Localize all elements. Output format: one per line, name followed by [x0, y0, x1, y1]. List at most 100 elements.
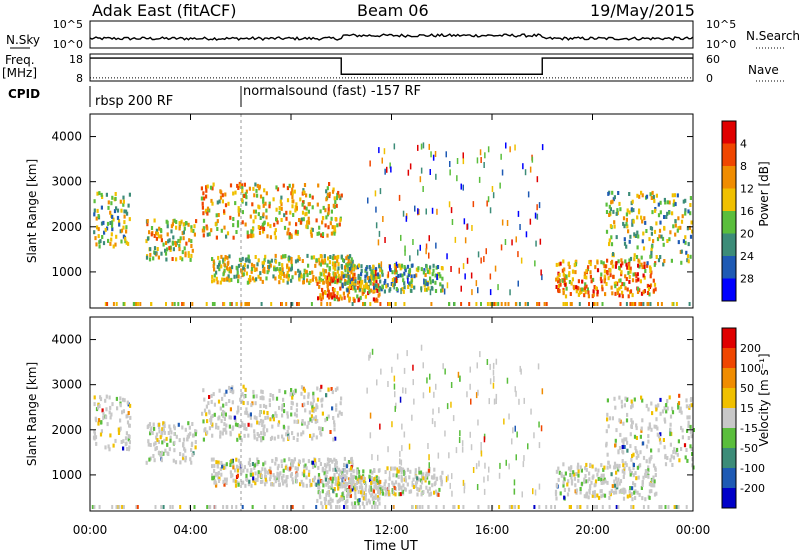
echo-cell	[260, 302, 263, 306]
echo-cell	[676, 452, 679, 457]
echo-cell	[362, 479, 365, 483]
echo-cell	[307, 263, 310, 268]
echo-cell	[434, 151, 437, 157]
echo-cell	[402, 483, 405, 488]
echo-cell	[669, 442, 672, 447]
echo-cell	[245, 427, 248, 431]
echo-cell	[669, 458, 672, 463]
echo-cell	[364, 278, 367, 283]
power-data-layer	[93, 142, 694, 306]
echo-cell	[178, 226, 181, 231]
echo-cell	[321, 468, 324, 473]
echo-cell	[104, 227, 107, 232]
echo-cell	[630, 405, 633, 410]
echo-cell	[674, 450, 677, 455]
echo-cell	[322, 216, 325, 221]
echo-cell	[413, 274, 416, 279]
echo-cell	[378, 489, 381, 496]
echo-cell	[329, 476, 332, 481]
echo-cell	[559, 282, 562, 287]
echo-cell	[311, 270, 314, 275]
echo-cell	[292, 480, 295, 485]
echo-cell	[105, 407, 108, 412]
echo-cell	[161, 430, 164, 435]
echo-cell	[178, 438, 181, 443]
echo-cell	[457, 371, 460, 378]
echo-cell	[324, 501, 327, 506]
echo-cell	[223, 225, 226, 230]
echo-cell	[248, 457, 251, 462]
echo-cell	[114, 196, 117, 201]
echo-cell	[529, 166, 532, 173]
echo-cell	[558, 470, 561, 475]
echo-cell	[281, 413, 284, 418]
echo-cell	[229, 463, 232, 467]
echo-cell	[304, 212, 307, 217]
echo-cell	[471, 225, 473, 231]
echo-cell	[428, 270, 431, 275]
echo-cell	[301, 421, 304, 426]
echo-cell	[623, 437, 626, 442]
echo-cell	[309, 433, 312, 438]
echo-cell	[93, 429, 96, 434]
echo-cell	[360, 483, 363, 488]
echo-cell	[414, 205, 416, 212]
echo-cell	[312, 477, 316, 482]
echo-cell	[225, 423, 228, 428]
echo-cell	[308, 193, 312, 198]
echo-cell	[555, 482, 558, 487]
echo-cell	[268, 477, 272, 482]
echo-cell	[513, 488, 516, 495]
echo-cell	[436, 273, 438, 280]
echo-cell	[596, 302, 599, 306]
echo-cell	[266, 411, 269, 415]
echo-cell	[202, 218, 206, 223]
echo-cell	[236, 223, 240, 228]
echo-cell	[150, 232, 153, 237]
echo-cell	[280, 202, 283, 207]
echo-cell	[639, 434, 642, 439]
echo-cell	[240, 463, 243, 468]
echo-cell	[274, 253, 277, 258]
echo-cell	[514, 505, 517, 509]
echo-cell	[341, 473, 345, 478]
echo-cell	[369, 266, 372, 271]
echo-cell	[322, 272, 326, 277]
echo-cell	[608, 238, 611, 243]
echo-cell	[647, 439, 650, 444]
echo-cell	[359, 284, 362, 289]
echo-cell	[303, 473, 306, 478]
echo-cell	[653, 229, 657, 234]
echo-cell	[395, 261, 398, 268]
echo-cell	[300, 385, 304, 390]
echo-cell	[646, 283, 649, 288]
echo-cell	[470, 398, 472, 405]
echo-cell	[488, 398, 490, 405]
echo-cell	[550, 505, 553, 509]
echo-cell	[333, 487, 336, 491]
echo-cell	[228, 415, 231, 420]
echo-cell	[646, 263, 649, 268]
echo-cell	[329, 255, 332, 259]
echo-cell	[341, 497, 344, 502]
echo-cell	[564, 302, 567, 306]
echo-cell	[545, 505, 548, 509]
echo-cell	[328, 463, 331, 468]
echo-cell	[339, 469, 342, 474]
echo-cell	[244, 192, 247, 197]
echo-cell	[369, 469, 372, 474]
echo-cell	[155, 446, 158, 450]
echo-cell	[127, 203, 130, 208]
echo-cell	[631, 486, 634, 491]
echo-cell	[413, 398, 415, 405]
echo-cell	[406, 264, 410, 269]
echo-cell	[316, 498, 319, 503]
echo-cell	[301, 202, 304, 207]
echo-cell	[386, 489, 389, 494]
echo-cell	[483, 476, 485, 483]
echo-cell	[334, 387, 337, 392]
echo-cell	[404, 245, 406, 252]
echo-cell	[335, 459, 338, 463]
echo-cell	[214, 505, 217, 509]
echo-cell	[274, 276, 277, 281]
